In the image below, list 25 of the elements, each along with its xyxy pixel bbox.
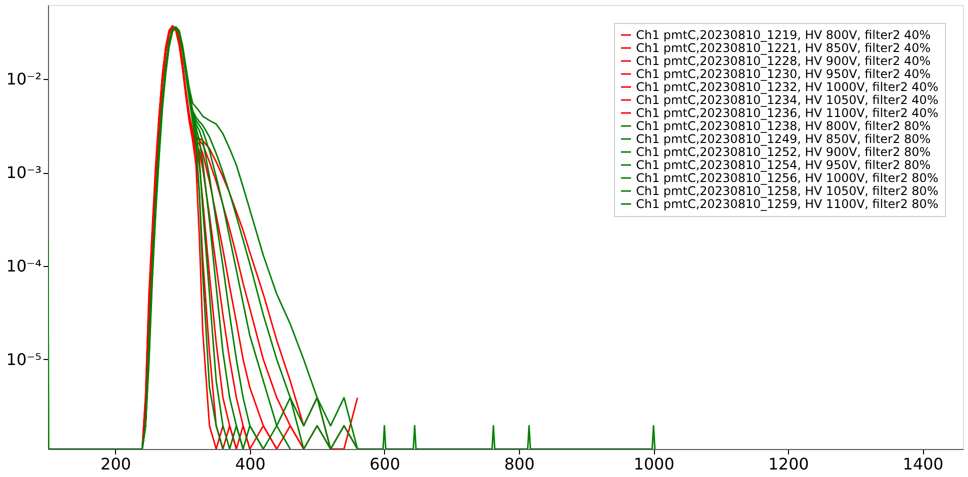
legend-label: Ch1 pmtC,20230810_1256, HV 1000V, filter2 80% <box>636 171 938 185</box>
legend-label: Ch1 pmtC,20230810_1249, HV 850V, filter2 80% <box>636 132 931 146</box>
x-tick-label: 1400 <box>902 454 944 474</box>
legend-label: Ch1 pmtC,20230810_1258, HV 1050V, filter2 80% <box>636 184 938 198</box>
y-tick-label: 10⁻³ <box>6 163 42 182</box>
legend-label: Ch1 pmtC,20230810_1259, HV 1100V, filter2 80% <box>636 197 938 211</box>
legend-label: Ch1 pmtC,20230810_1236, HV 1100V, filter2 40% <box>636 106 938 120</box>
y-tick-label: 10⁻² <box>6 70 42 89</box>
x-tick-label: 200 <box>100 454 132 474</box>
legend-label: Ch1 pmtC,20230810_1228, HV 900V, filter2 40% <box>636 54 931 68</box>
legend-label: Ch1 pmtC,20230810_1232, HV 1000V, filter2 40% <box>636 80 938 94</box>
x-tick-label: 1000 <box>634 454 674 474</box>
y-tick-label: 10⁻⁵ <box>6 350 42 369</box>
x-tick-label: 400 <box>235 454 266 474</box>
legend-label: Ch1 pmtC,20230810_1219, HV 800V, filter2 40% <box>636 28 931 42</box>
y-tick-label: 10⁻⁴ <box>6 256 42 276</box>
x-tick-label: 600 <box>370 454 400 474</box>
legend-label: Ch1 pmtC,20230810_1221, HV 850V, filter2 40% <box>636 41 931 55</box>
x-tick-label: 1200 <box>768 454 809 474</box>
legend-label: Ch1 pmtC,20230810_1252, HV 900V, filter2 80% <box>636 145 931 159</box>
legend-label: Ch1 pmtC,20230810_1230, HV 950V, filter2 40% <box>636 67 931 81</box>
legend-label: Ch1 pmtC,20230810_1254, HV 950V, filter2 80% <box>636 158 931 172</box>
legend-label: Ch1 pmtC,20230810_1234, HV 1050V, filter2 40% <box>636 93 938 107</box>
legend-label: Ch1 pmtC,20230810_1238, HV 800V, filter2 80% <box>636 119 931 133</box>
x-tick-label: 800 <box>504 454 535 474</box>
